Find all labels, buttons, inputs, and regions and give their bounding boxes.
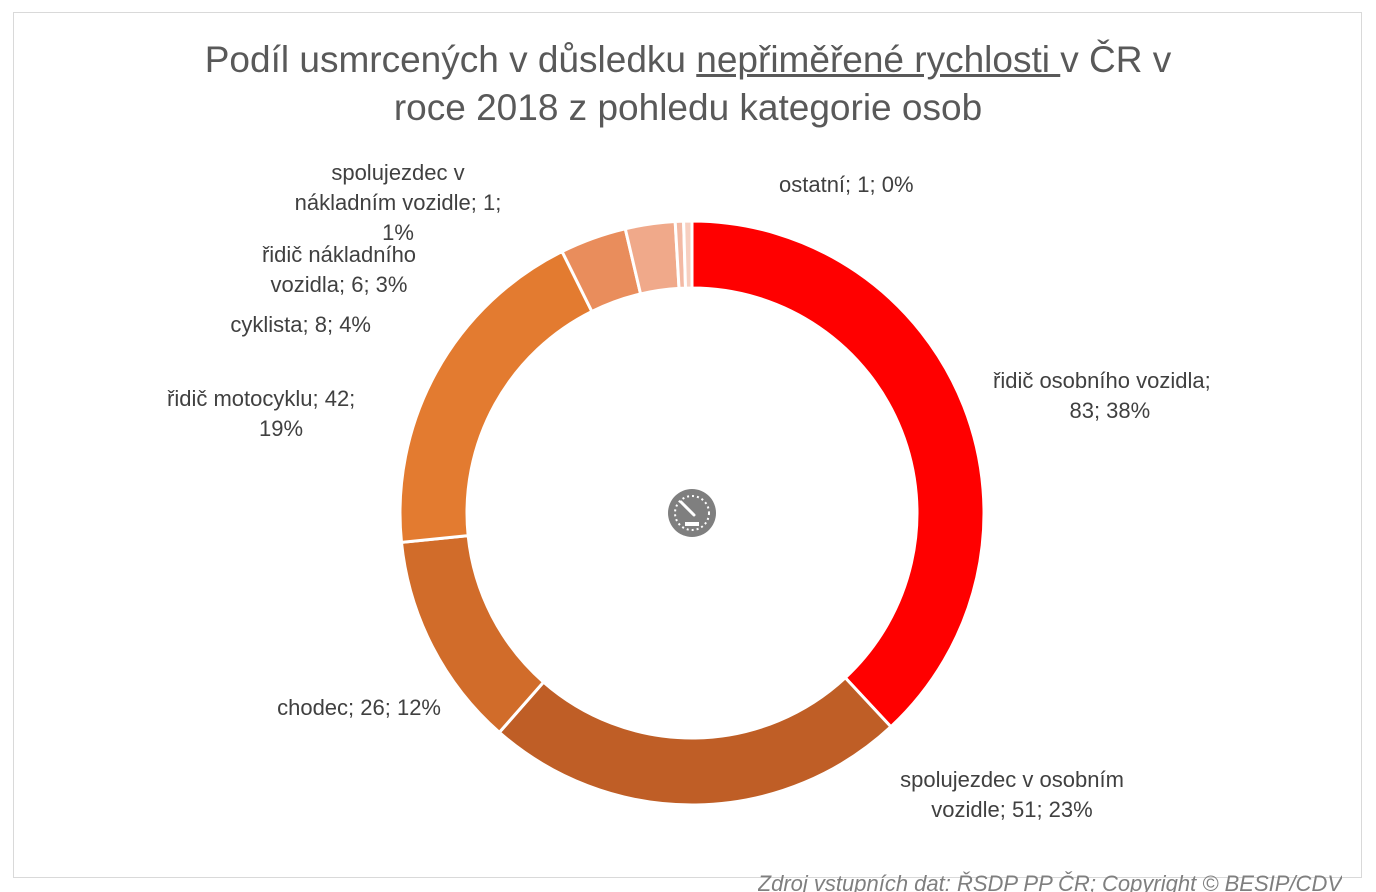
slice-label-chodec: chodec; 26; 12% <box>277 693 441 723</box>
title-part-before: Podíl usmrcených v důsledku <box>204 39 697 80</box>
donut-slice-3 <box>398 249 594 545</box>
slice-label-line: ostatní; 1; 0% <box>779 172 914 197</box>
slice-label-line: 83; 38% <box>1069 398 1151 423</box>
slice-label-cyklista: cyklista; 8; 4% <box>230 310 371 340</box>
slice-label-spolujezdec-v-osobnim-vozidle: spolujezdec v osobním vozidle; 51; 23% <box>900 765 1124 825</box>
slice-label-line: vozidle; 51; 23% <box>931 797 1093 822</box>
slice-label-line: spolujezdec v osobním <box>900 767 1124 792</box>
slice-label-ridic-motocyklu: řidič motocyklu; 42; 19% <box>167 384 355 444</box>
donut-slice-7 <box>682 219 694 290</box>
slice-label-ridic-nakladniho-vozidla: řidič nákladního vozidla; 6; 3% <box>262 240 416 300</box>
slice-label-line: řidič osobního vozidla; <box>993 368 1211 393</box>
slice-label-line: 19% <box>259 416 304 441</box>
slice-label-line: 1% <box>382 220 414 245</box>
chart-title-line-1: Podíl usmrcených v důsledku nepřiměřené … <box>0 36 1376 84</box>
slice-label-line: chodec; 26; 12% <box>277 695 441 720</box>
slice-label-line: cyklista; 8; 4% <box>230 312 371 337</box>
title-part-after: v ČR v <box>1060 39 1172 80</box>
slice-label-line: spolujezdec v <box>331 160 465 185</box>
slice-label-ostatni: ostatní; 1; 0% <box>779 170 914 200</box>
speedometer-icon <box>668 489 716 537</box>
donut-slice-1 <box>497 675 894 807</box>
title-part-underlined: nepřiměřené rychlosti <box>696 39 1061 80</box>
slice-label-line: vozidla; 6; 3% <box>270 272 408 297</box>
slice-label-line: nákladním vozidle; 1; <box>294 190 502 215</box>
slice-label-ridic-osobniho-vozidla: řidič osobního vozidla; 83; 38% <box>993 366 1211 426</box>
chart-frame <box>13 12 1362 878</box>
data-source-note: Zdroj vstupních dat: ŘSDP PP ČR; Copyrig… <box>757 871 1342 892</box>
slice-label-line: řidič nákladního <box>261 242 417 267</box>
slice-label-line: řidič motocyklu; 42; <box>167 386 356 411</box>
chart-title: Podíl usmrcených v důsledku nepřiměřené … <box>0 36 1376 132</box>
slice-label-spolujezdec-v-nakladnim-vozidle: spolujezdec v nákladním vozidle; 1; 1% <box>295 158 502 248</box>
chart-title-line-2: roce 2018 z pohledu kategorie osob <box>393 87 983 128</box>
donut-slice-0 <box>690 219 986 729</box>
